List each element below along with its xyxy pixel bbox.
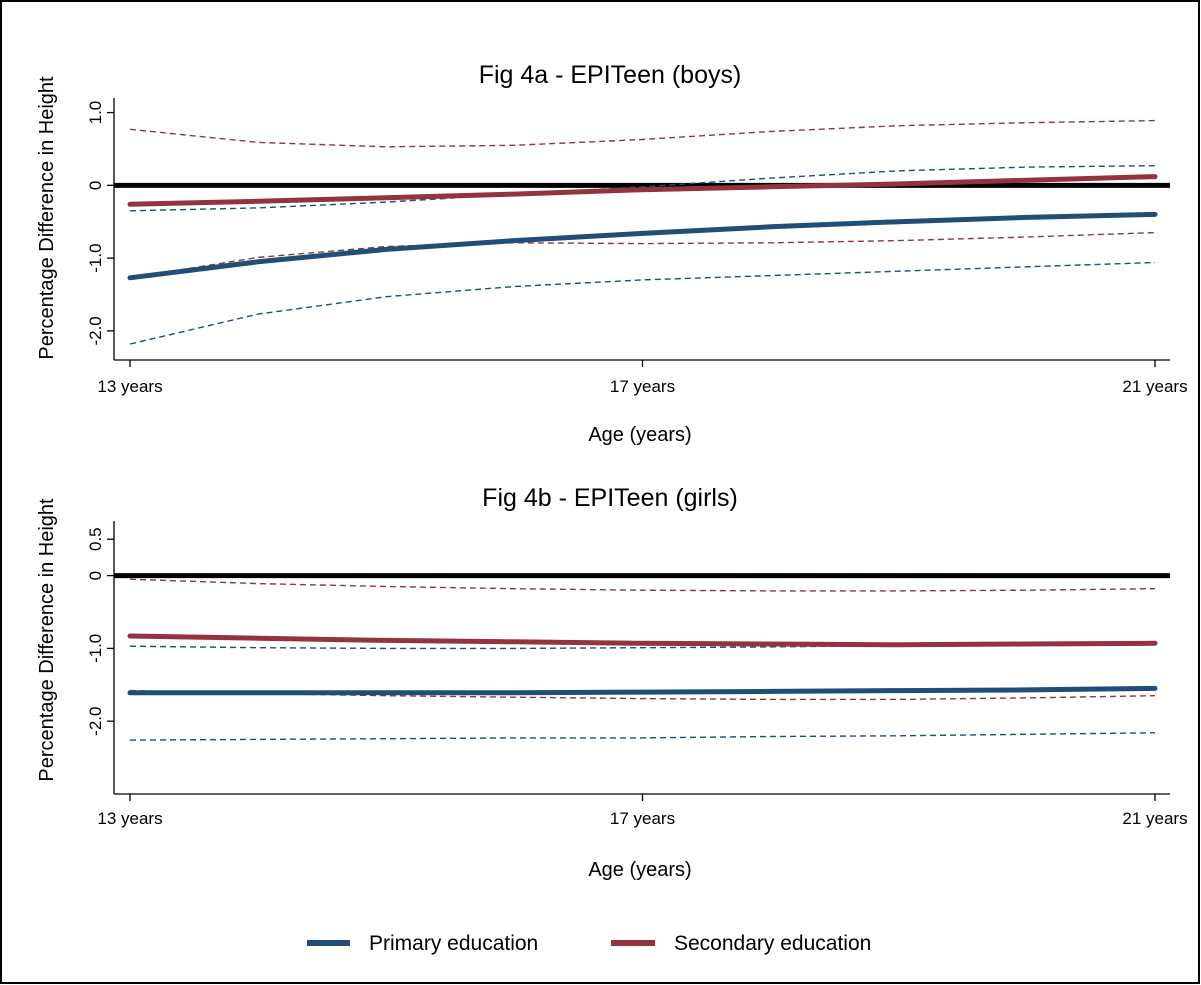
panel-girls-x-axis-title: Age (years) bbox=[588, 859, 691, 881]
panel-girls-series bbox=[114, 573, 1170, 741]
boys-secondary-ci-upper bbox=[129, 119, 1156, 148]
panel-girls-y-axis-title: Percentage Difference in Height bbox=[36, 498, 58, 782]
boys-y-tick-label: 0 bbox=[86, 181, 105, 190]
girls-y-tick-label: 0.5 bbox=[86, 527, 105, 551]
panel-girls: Fig 4b - EPITeen (girls) Percentage Diff… bbox=[36, 484, 1188, 881]
boys-x-tick-label: 13 years bbox=[97, 377, 162, 396]
boys-primary-line bbox=[127, 211, 1158, 281]
boys-x-tick-label: 17 years bbox=[610, 377, 675, 396]
legend-label-primary: Primary education bbox=[369, 932, 538, 955]
girls-x-tick-label: 13 years bbox=[97, 809, 162, 828]
boys-y-tick-label: -1.0 bbox=[86, 243, 105, 272]
panel-boys-ticks: 1.0 0 -1.0 -2.0 13 years 17 years 21 years bbox=[86, 101, 1188, 396]
boys-secondary-ci-lower bbox=[129, 231, 1156, 279]
legend-label-secondary: Secondary education bbox=[674, 932, 871, 955]
girls-primary-line bbox=[127, 685, 1158, 696]
panel-boys-series bbox=[114, 119, 1170, 345]
boys-y-tick-label: -2.0 bbox=[86, 316, 105, 345]
girls-y-tick-label: -1.0 bbox=[86, 634, 105, 663]
girls-primary-ci-lower bbox=[129, 732, 1156, 741]
girls-x-tick-label: 17 years bbox=[610, 809, 675, 828]
panel-girls-ticks: 0.5 0 -1.0 -2.0 13 years 17 years 21 years bbox=[86, 527, 1188, 828]
boys-primary-ci-upper bbox=[129, 165, 1156, 212]
boys-secondary-line bbox=[127, 174, 1158, 207]
girls-secondary-ci-upper bbox=[129, 578, 1156, 592]
panel-boys-x-axis-title: Age (years) bbox=[588, 424, 691, 446]
boys-y-tick-label: 1.0 bbox=[86, 101, 105, 125]
girls-y-tick-label: -2.0 bbox=[86, 707, 105, 736]
panel-girls-title: Fig 4b - EPITeen (girls) bbox=[482, 484, 738, 512]
girls-y-tick-label: 0 bbox=[86, 571, 105, 580]
panel-boys-title: Fig 4a - EPITeen (boys) bbox=[479, 61, 742, 89]
girls-x-tick-label: 21 years bbox=[1122, 809, 1187, 828]
girls-secondary-line bbox=[127, 633, 1158, 648]
legend: Primary education Secondary education bbox=[307, 932, 871, 955]
panel-boys-y-axis-title: Percentage Difference in Height bbox=[36, 76, 58, 360]
boys-x-tick-label: 21 years bbox=[1122, 377, 1187, 396]
panel-boys: Fig 4a - EPITeen (boys) Percentage Diffe… bbox=[36, 61, 1188, 446]
boys-primary-ci-lower bbox=[129, 261, 1156, 345]
